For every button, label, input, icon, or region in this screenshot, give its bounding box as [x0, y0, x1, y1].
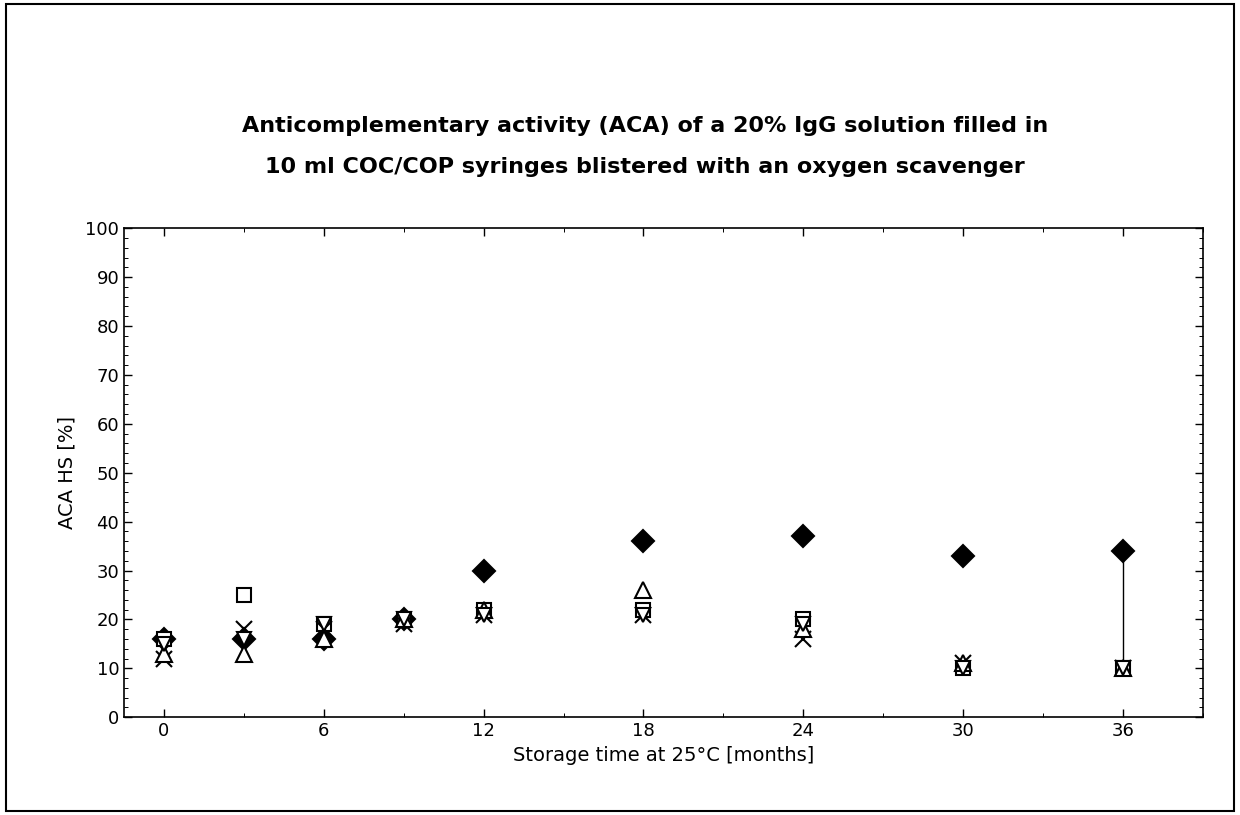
X-axis label: Storage time at 25°C [months]: Storage time at 25°C [months]: [513, 746, 813, 764]
Text: Anticomplementary activity (ACA) of a 20% IgG solution filled in: Anticomplementary activity (ACA) of a 20…: [242, 117, 1048, 136]
Text: 10 ml COC/COP syringes blistered with an oxygen scavenger: 10 ml COC/COP syringes blistered with an…: [265, 157, 1024, 177]
Y-axis label: ACA HS [%]: ACA HS [%]: [58, 416, 77, 529]
